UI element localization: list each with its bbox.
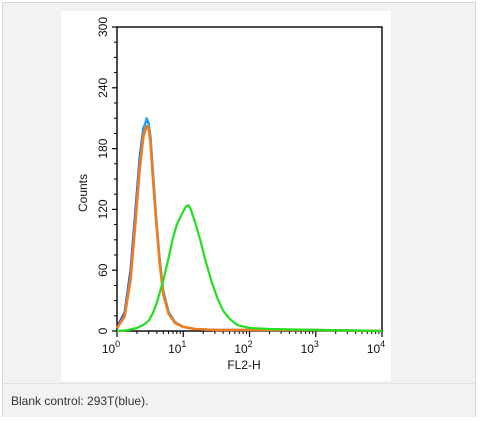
x-tick-label: 100 (102, 339, 120, 356)
figure-caption: Blank control: 293T(blue). (11, 394, 149, 408)
y-axis: 0 60 120 180 240 300 (96, 17, 117, 334)
y-tick-label: 120 (96, 199, 110, 219)
x-axis-title: FL2-H (227, 358, 260, 372)
series-layer (115, 117, 383, 333)
x-tick-label: 101 (168, 339, 186, 356)
y-tick-label: 300 (96, 17, 110, 37)
plot-panel: Counts FL2-H 0 60 120 180 240 300 100 101 102 10… (61, 11, 391, 381)
x-tick-label: 102 (234, 339, 252, 356)
y-tick-label: 60 (96, 263, 110, 277)
y-tick-label: 240 (96, 77, 110, 97)
series-line-4 (116, 204, 383, 333)
figure-frame: Counts FL2-H 0 60 120 180 240 300 100 101 102 10… (2, 2, 476, 417)
y-axis-title: Counts (76, 174, 90, 212)
plot-area-border (116, 26, 383, 332)
caption-bar: Blank control: 293T(blue). (3, 383, 475, 417)
x-tick-label: 104 (367, 339, 385, 356)
x-axis: 100 101 102 103 104 (102, 331, 385, 356)
y-tick-label: 0 (96, 327, 110, 334)
series-line-3 (115, 125, 383, 333)
x-tick-label: 103 (301, 339, 319, 356)
y-tick-label: 180 (96, 138, 110, 158)
